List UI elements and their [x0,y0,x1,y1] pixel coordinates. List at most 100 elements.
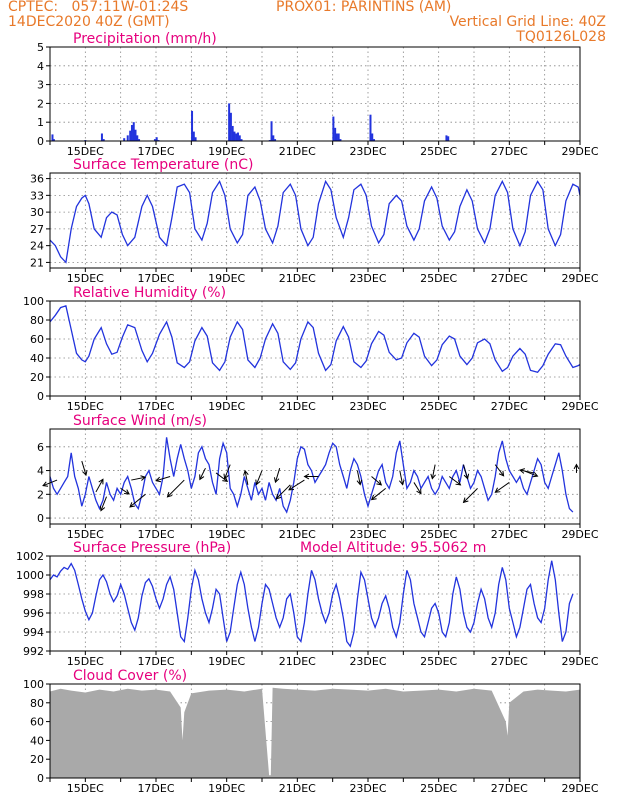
x-tick-label: 17DEC [137,782,174,795]
wind-arrow [81,460,87,476]
precip-bar [240,139,243,141]
precip-bar [238,135,241,141]
panel-title: Precipitation (mm/h) [73,31,217,47]
x-tick-label: 21DEC [279,400,316,413]
x-tick-label: 17DEC [137,528,174,541]
wind-arrow [448,476,461,486]
x-tick-label: 17DEC [137,145,174,158]
wind-arrow [215,472,228,482]
wind-arrow-head [462,497,469,504]
precip-bar [236,132,239,141]
y-tick-label: 994 [23,626,44,639]
wind-arrow-head [519,468,525,474]
precip-bar [136,135,139,141]
precip-bar [134,129,137,141]
x-tick-label: 23DEC [349,272,386,285]
y-tick-label: 0 [37,772,44,785]
y-tick-label: 992 [23,645,44,658]
wind-arrow-head [532,471,539,478]
panel-frame [49,555,581,652]
precip-bar [194,137,197,141]
x-tick-label: 21DEC [279,655,316,668]
wind-arrow [356,470,361,485]
x-tick-label: 21DEC [279,782,316,795]
y-tick-label: 21 [30,256,44,269]
precip-bar [132,122,135,141]
x-tick-label: 27DEC [491,655,528,668]
y-tick-label: 60 [30,333,44,346]
x-tick-label: 25DEC [420,528,457,541]
wind-arrow-head [82,470,88,477]
precip-bar [339,139,342,141]
wind-arrow [413,482,422,494]
y-tick-label: 4 [37,465,44,478]
precip-bar [130,125,133,141]
x-tick-label: 19DEC [208,528,245,541]
precip-bar [129,130,132,141]
y-tick-label: 2 [37,488,44,501]
y-tick-label: 60 [30,716,44,729]
x-tick-label: 27DEC [491,272,528,285]
y-tick-label: 3 [37,79,44,92]
wind-arrow [42,479,58,487]
x-tick-label: 25DEC [420,655,457,668]
wind-arrow [462,464,469,479]
precip-bar [334,127,337,141]
panel-frame [49,172,581,269]
precip-bar [235,133,238,141]
wind-arrow [274,468,281,483]
precip-bar [123,138,126,141]
temp-line [49,179,581,264]
wind-arrow-head [166,491,173,498]
precip-bar [51,134,54,141]
precip-bar [228,103,231,141]
panel-title: Relative Humidity (%) [73,285,226,301]
y-tick-label: 998 [23,588,44,601]
precip-bar [369,114,372,141]
y-tick-label: 0 [37,135,44,148]
y-tick-label: 27 [30,223,44,236]
x-tick-label: 17DEC [137,272,174,285]
precip-bar [445,135,448,141]
wind-arrow-head [222,476,229,482]
panel-title: Surface Wind (m/s) [73,413,207,429]
precip-bar [447,136,450,141]
wind-arrow-head [455,480,462,486]
wind-arrow [224,464,231,479]
y-tick-label: 30 [30,206,44,219]
header-station-name: PROX01: PARINTINS (AM) [276,0,452,15]
x-tick-label: 25DEC [420,145,457,158]
y-tick-label: 33 [30,189,44,202]
wind-arrow [519,469,535,474]
wind-arrow-head [376,480,383,486]
x-tick-label: 17DEC [137,400,174,413]
wind-arrow-head [255,479,261,486]
x-tick-label: 23DEC [349,400,386,413]
model-altitude-label: Model Altitude: 95.5062 m [300,540,486,556]
x-tick-label: 27DEC [491,528,528,541]
wind-arrow-head [303,473,310,480]
y-tick-label: 1000 [16,569,44,582]
panel-cloud: 0 20 40 60 80 100 15DEC 17DEC 19DEC 21DEC 23DEC 25D… [23,668,599,795]
x-tick-label: 21DEC [279,145,316,158]
wind-arrow-head [356,479,363,486]
wind-arrow [155,476,171,482]
wind-arrow [131,476,146,481]
wind-line [49,437,574,514]
x-tick-label: 23DEC [349,528,386,541]
x-tick-label: 21DEC [279,528,316,541]
rh-line [49,304,581,374]
y-tick-label: 24 [30,240,44,253]
precip-bar [270,121,273,141]
cloud-area [50,687,580,778]
x-tick-label: 23DEC [349,655,386,668]
x-tick-label: 15DEC [67,400,104,413]
x-tick-label: 29DEC [561,655,598,668]
wind-arrow [494,464,505,477]
y-tick-label: 100 [23,678,44,691]
y-tick-label: 36 [30,173,44,186]
y-tick-label: 1 [37,116,44,129]
wind-arrow [255,470,263,485]
wind-arrow-head [42,481,49,487]
